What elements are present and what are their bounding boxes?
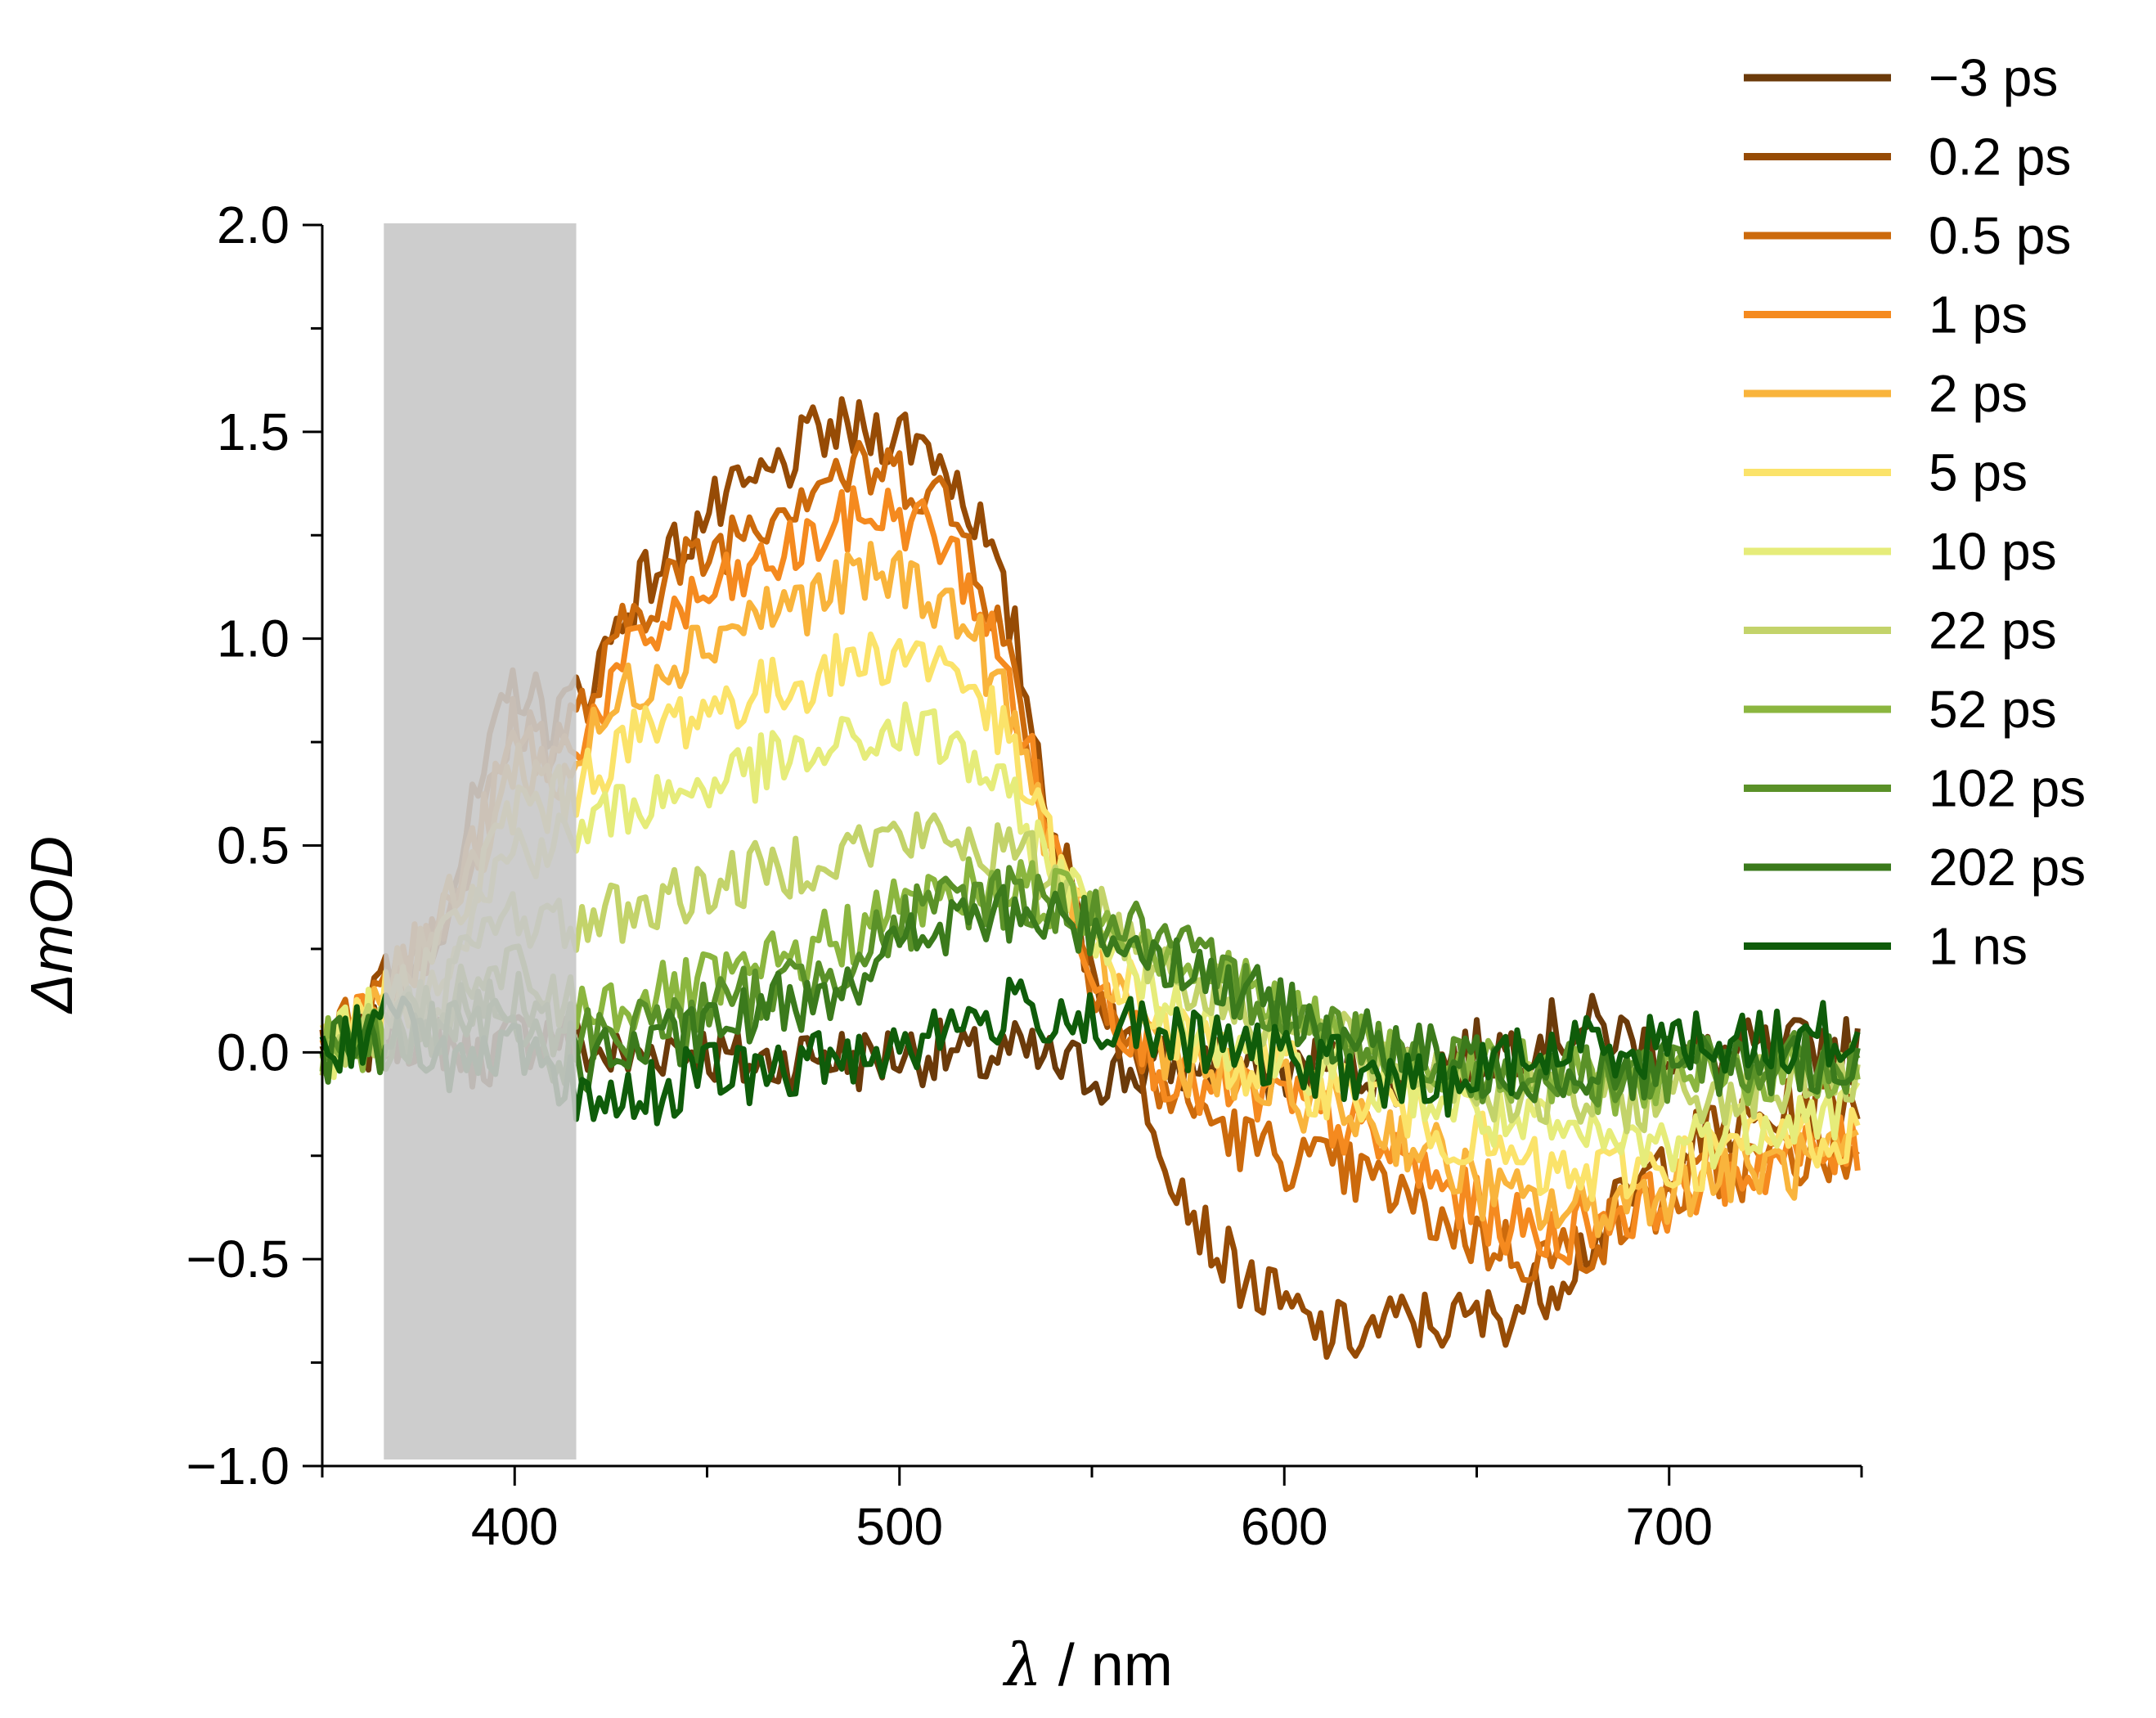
y-tick-label: 0.5	[217, 816, 290, 875]
y-axis-label: ΔmOD	[20, 836, 85, 1014]
series-lines	[319, 396, 1861, 1360]
legend-label: 52 ps	[1929, 680, 2057, 739]
legend-label: 0.5 ps	[1929, 206, 2071, 265]
legend-label: 1 ns	[1929, 917, 2028, 976]
legend-label: 0.2 ps	[1929, 128, 2071, 187]
x-tick-label: 500	[856, 1497, 943, 1556]
masked-region-rect	[384, 223, 577, 1459]
ticks: 400 500 600 700 −1.0 −0.5 0.0 0.5 1.0 1.5 2.0	[186, 196, 1863, 1556]
y-tick-label: 0.0	[217, 1023, 290, 1082]
legend-label: 10 ps	[1929, 522, 2057, 581]
x-tick-label: 600	[1241, 1497, 1328, 1556]
legend-label: 22 ps	[1929, 601, 2057, 660]
y-tick-label: 1.5	[217, 403, 290, 461]
legend-label: 1 ps	[1929, 286, 2028, 344]
y-tick-label: 1.0	[217, 609, 290, 668]
masked-region	[384, 223, 577, 1459]
x-tick-label: 400	[471, 1497, 559, 1556]
x-axis-symbol: λ	[1002, 1630, 1042, 1699]
legend-label: 2 ps	[1929, 364, 2028, 423]
series-line-11	[319, 976, 1861, 1127]
series-line-10	[319, 884, 1861, 1104]
legend-label: 102 ps	[1929, 759, 2086, 818]
x-axis-unit: / nm	[1042, 1633, 1173, 1698]
legend-label: 202 ps	[1929, 838, 2086, 897]
x-axis-label: λ / nm	[1002, 1630, 1173, 1699]
legend: −3 ps 0.2 ps 0.5 ps 1 ps 2 ps 5 ps 10 ps 22 ps 5…	[1744, 48, 2086, 976]
y-tick-label: 2.0	[217, 196, 290, 254]
legend-label: −3 ps	[1929, 48, 2058, 107]
y-tick-label: −0.5	[186, 1230, 290, 1288]
y-tick-label: −1.0	[186, 1437, 290, 1495]
x-tick-label: 700	[1625, 1497, 1713, 1556]
legend-label: 5 ps	[1929, 443, 2028, 502]
